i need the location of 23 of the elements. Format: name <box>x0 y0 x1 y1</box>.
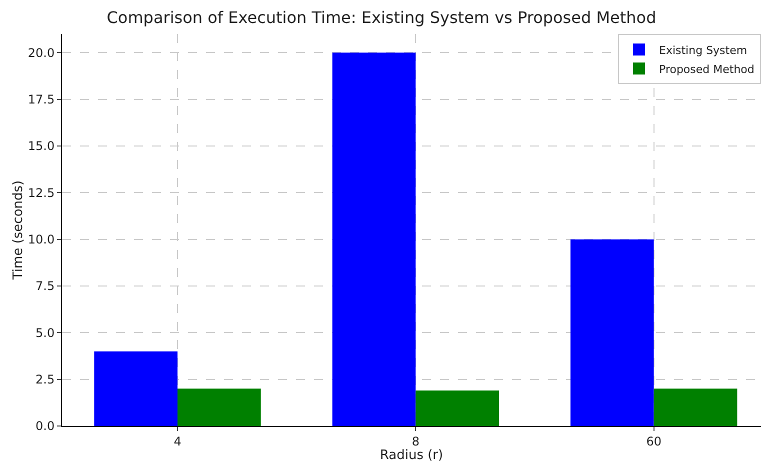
x-axis-title: Radius (r) <box>380 448 444 463</box>
y-axis-title: Time (seconds) <box>10 180 26 281</box>
x-tick-label: 4 <box>174 434 182 448</box>
bar <box>332 52 416 426</box>
y-tick-label: 12.5 <box>28 186 55 200</box>
bar <box>416 390 500 426</box>
y-tick-label: 5.0 <box>36 326 55 340</box>
bar <box>654 388 738 426</box>
legend-label: Existing System <box>659 44 748 57</box>
y-tick-label: 2.5 <box>36 372 55 387</box>
y-tick-label: 0.0 <box>36 419 55 434</box>
y-tick-label: 10.0 <box>28 232 55 247</box>
bar <box>570 239 654 426</box>
y-tick-label: 17.5 <box>28 92 55 107</box>
bar <box>94 351 178 426</box>
chart-title: Comparison of Execution Time: Existing System vs Proposed Method <box>106 8 656 27</box>
y-tick-label: 20.0 <box>28 46 55 60</box>
y-tick-label: 7.5 <box>36 279 55 294</box>
x-tick-label: 8 <box>412 434 420 448</box>
bar <box>178 388 261 426</box>
legend-label: Proposed Method <box>659 62 754 76</box>
x-tick-label: 60 <box>646 434 662 448</box>
y-tick-label: 15.0 <box>28 139 55 154</box>
